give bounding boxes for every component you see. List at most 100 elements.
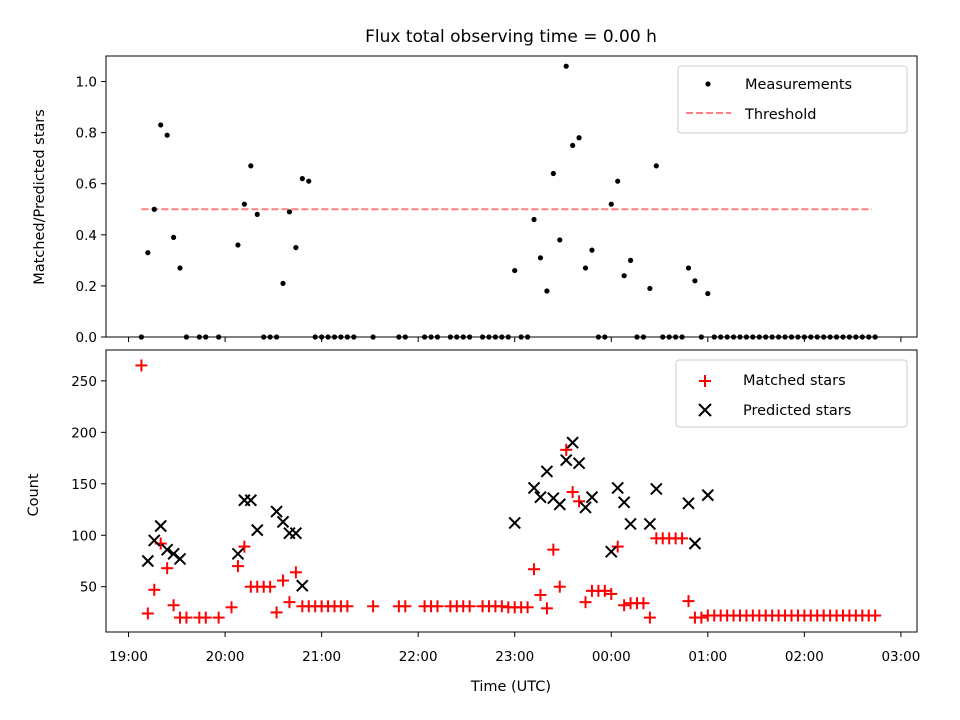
measurement-point	[589, 247, 595, 253]
matched-star-point	[431, 600, 444, 613]
measurement-point	[235, 242, 241, 248]
matched-star-point	[637, 597, 650, 610]
measurement-point	[537, 255, 544, 261]
bottom-xtick-label: 00:00	[592, 649, 631, 665]
predicted-star-point	[579, 501, 592, 514]
predicted-star-point	[289, 526, 303, 540]
matched-star-point	[341, 600, 354, 613]
bottom-ytick-label: 50	[80, 580, 97, 596]
predicted-star-point	[296, 579, 309, 592]
predicted-star-point	[527, 481, 541, 495]
predicted-star-point	[534, 490, 547, 504]
measurement-point	[306, 178, 312, 184]
measurement-point	[615, 178, 621, 184]
top-ytick-label: 0.0	[76, 330, 97, 346]
measurement-point	[544, 288, 550, 294]
predicted-star-point	[624, 517, 637, 531]
bottom-xtick-label: 20:00	[206, 649, 245, 665]
measurement-point	[248, 163, 254, 169]
top-ytick-label: 0.2	[76, 279, 97, 295]
bottom-xtick-label: 02:00	[785, 649, 824, 665]
top-subplot: 0.0 0.2 0.4 0.6 0.8 1.0	[76, 55, 918, 346]
legend-predicted-label: Predicted stars	[743, 403, 851, 419]
predicted-star-point	[585, 490, 599, 504]
matched-star-point	[180, 611, 193, 624]
matched-star-point	[367, 600, 380, 613]
measurement-point	[705, 290, 711, 297]
measurement-point	[254, 211, 260, 217]
measurement-point	[286, 209, 293, 215]
matched-star-point	[238, 540, 251, 553]
predicted-star-point	[572, 457, 586, 470]
measurement-point	[512, 267, 518, 274]
matched-star-point	[141, 607, 154, 620]
matched-star-point	[598, 584, 611, 597]
matched-star-point	[618, 599, 631, 612]
matched-star-point	[148, 583, 161, 596]
predicted-star-point	[553, 498, 566, 511]
measurement-point	[177, 265, 183, 271]
predicted-star-point	[650, 482, 663, 496]
measurement-point	[293, 244, 299, 251]
matched-star-point	[643, 611, 656, 624]
predicted-star-point	[617, 496, 631, 509]
predicted-star-point	[154, 519, 167, 533]
top-legend: Measurements Threshold	[677, 65, 908, 134]
matched-star-point	[573, 495, 586, 508]
predicted-star-point	[605, 545, 618, 558]
predicted-star-point	[251, 523, 264, 537]
legend-measurements-marker	[705, 81, 711, 87]
matched-star-point	[225, 601, 238, 614]
bottom-ytick-label: 100	[71, 528, 97, 544]
measurement-point	[557, 237, 563, 243]
bottom-subplot: 50 100 150 200 250 19:00 20:00 21:00 22:00 23:00 0…	[71, 349, 920, 665]
bottom-ytick-label: 250	[71, 374, 97, 390]
x-axis-label: Time (UTC)	[470, 679, 551, 695]
legend-measurements-label: Measurements	[745, 77, 852, 93]
measurement-point	[647, 285, 653, 292]
matched-star-point	[212, 611, 225, 624]
bottom-xtick-label: 21:00	[302, 649, 341, 665]
measurement-point	[158, 122, 164, 128]
matched-star-point	[540, 602, 553, 615]
predicted-star-point	[173, 552, 187, 566]
bottom-xtick-label: 01:00	[688, 649, 727, 665]
matched-star-point	[289, 566, 302, 579]
matched-star-point	[231, 560, 244, 573]
predicted-star-point	[508, 516, 521, 530]
measurement-point	[550, 170, 556, 177]
matched-star-point	[579, 596, 592, 609]
matched-star-point	[676, 532, 689, 545]
measurement-point	[685, 265, 692, 271]
top-axes-frame	[105, 55, 918, 338]
bottom-ytick-label: 150	[71, 477, 97, 493]
matched-star-point	[277, 574, 290, 587]
predicted-star-point	[270, 505, 283, 518]
predicted-star-point	[148, 534, 161, 547]
predicted-star-point	[701, 488, 715, 502]
top-ytick-label: 0.8	[76, 126, 97, 142]
top-legend-frame	[677, 65, 908, 134]
measurement-point	[576, 135, 582, 141]
predicted-star-point	[611, 481, 624, 495]
bottom-xtick-label: 22:00	[399, 649, 438, 665]
predicted-star-point	[688, 537, 702, 550]
measurement-point	[299, 176, 305, 182]
matched-star-point	[682, 595, 695, 608]
measurement-point	[164, 132, 170, 138]
bottom-ytick-label: 200	[71, 425, 97, 441]
measurement-point	[531, 216, 537, 223]
predicted-star-point	[160, 543, 174, 556]
measurement-point	[621, 273, 627, 279]
measurement-point	[151, 206, 157, 212]
matched-star-point	[869, 609, 882, 622]
matched-star-point	[560, 443, 573, 456]
chart-title: Flux total observing time = 0.00 h	[365, 27, 657, 47]
legend-matched-label: Matched stars	[743, 373, 846, 389]
measurement-point	[570, 142, 576, 149]
matched-star-point	[264, 580, 277, 593]
matched-star-point	[534, 588, 547, 601]
measurement-point	[627, 257, 634, 263]
predicted-star-point	[566, 436, 579, 449]
